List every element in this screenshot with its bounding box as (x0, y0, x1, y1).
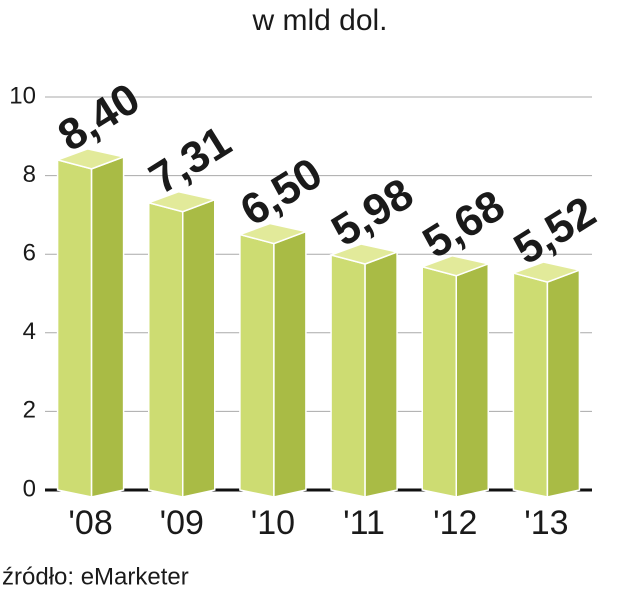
value-label: 7,31 (141, 117, 240, 204)
bar-right-face (182, 198, 216, 498)
y-tick-label: 10 (9, 82, 36, 109)
bar-right-face (546, 268, 581, 498)
bar-top (419, 254, 491, 277)
x-tick-label: '08 (68, 504, 112, 542)
value-label: 6,50 (232, 149, 331, 236)
y-tick-label: 0 (23, 475, 36, 502)
bar (237, 222, 309, 498)
bar-right-face (90, 155, 125, 498)
bar-left-face (56, 158, 93, 498)
bar-left-face (512, 272, 549, 498)
bar (419, 254, 491, 498)
bar (510, 261, 583, 498)
x-tick-label: '09 (160, 504, 204, 542)
bar-right-face (273, 230, 307, 498)
y-tick-label: 4 (23, 318, 36, 345)
x-tick-label: '13 (524, 504, 568, 542)
bar-right-face (455, 262, 489, 498)
value-label: 5,52 (506, 187, 605, 274)
bar-top (237, 222, 309, 245)
bar-top (146, 190, 218, 213)
y-tick-label: 6 (23, 240, 36, 267)
chart-title: w mld dol. (251, 4, 387, 37)
bar-top (510, 261, 583, 283)
bar (146, 190, 218, 498)
bar-top (55, 148, 127, 170)
source: źródło: eMarketer (2, 563, 189, 590)
value-label: 5,68 (414, 181, 513, 268)
bar (55, 148, 127, 498)
x-tick-label: '11 (343, 504, 385, 542)
bar-left-face (148, 201, 184, 498)
bar (328, 243, 400, 498)
bar-right-face (364, 250, 398, 498)
bar-left-face (330, 254, 366, 498)
value-label: 5,98 (323, 169, 422, 256)
bar-top (328, 243, 400, 265)
bar-left-face (421, 265, 457, 498)
x-tick-label: '12 (433, 504, 477, 542)
y-tick-label: 2 (23, 397, 36, 424)
x-tick-label: '10 (251, 504, 295, 542)
y-tick-label: 8 (23, 161, 36, 188)
bar-left-face (239, 233, 275, 498)
value-label: 8,40 (50, 74, 149, 161)
